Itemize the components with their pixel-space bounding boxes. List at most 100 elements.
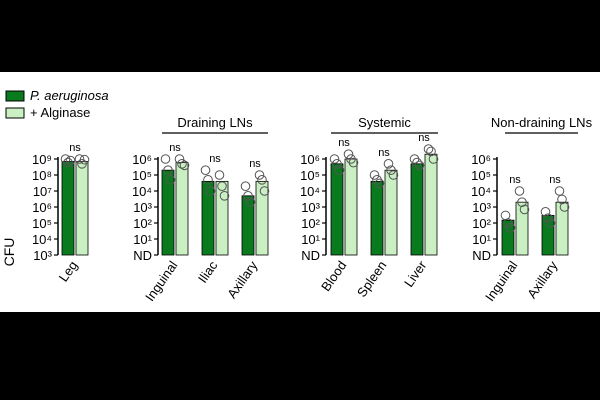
data-point xyxy=(386,165,396,175)
y-tick-label: 10⁴ xyxy=(300,184,320,199)
category-label: Inguinal xyxy=(482,258,520,304)
y-tick-label: 10⁵ xyxy=(471,168,491,183)
data-point xyxy=(217,181,227,191)
legend: P. aeruginosa + Alginase xyxy=(5,88,109,120)
significance-label: ns xyxy=(169,142,181,154)
y-tick-label: 10³ xyxy=(301,200,320,215)
panel-title: Systemic xyxy=(358,115,411,130)
bar-control xyxy=(201,180,215,256)
data-point xyxy=(165,175,176,185)
data-point xyxy=(348,157,359,168)
significance-label: ns xyxy=(509,174,521,186)
bar-control xyxy=(161,169,175,256)
data-point xyxy=(388,170,399,180)
bar-control xyxy=(541,214,555,256)
panel-title: Draining LNs xyxy=(177,115,253,130)
data-point xyxy=(243,191,253,201)
data-point xyxy=(414,160,425,171)
y-tick-label: 10³ xyxy=(33,248,52,263)
data-point xyxy=(412,157,422,168)
data-point xyxy=(505,223,516,233)
figure-panel: P. aeruginosa + Alginase CFU 10³ 10⁴ 10⁵ 10… xyxy=(0,72,600,312)
y-tick-label: 10² xyxy=(301,216,320,231)
category-label: Axillary xyxy=(224,258,261,301)
data-point xyxy=(543,213,553,223)
legend-swatch-alginase xyxy=(5,107,25,119)
data-point xyxy=(334,165,345,175)
bar-alginase xyxy=(384,169,398,256)
y-tick-label: ND xyxy=(301,248,320,263)
data-point xyxy=(374,178,385,189)
y-tick-label: 10⁶ xyxy=(300,152,320,167)
data-point xyxy=(254,170,265,180)
data-point xyxy=(74,154,85,164)
data-point xyxy=(245,197,256,207)
data-point xyxy=(503,218,513,228)
category-label: Leg xyxy=(56,258,81,284)
bar-alginase xyxy=(75,161,89,256)
y-tick-label: 10⁸ xyxy=(32,168,52,183)
data-point xyxy=(332,159,342,169)
legend-label-alginase: + Alginase xyxy=(30,105,90,120)
significance-label: ns xyxy=(549,174,561,186)
category-label: Liver xyxy=(401,258,430,290)
data-point xyxy=(200,165,211,175)
y-tick-label: 10⁶ xyxy=(132,152,152,167)
bar-control xyxy=(410,163,424,256)
bar-control xyxy=(370,180,384,256)
data-point xyxy=(177,159,187,169)
significance-label: ns xyxy=(69,142,81,154)
data-point xyxy=(79,154,90,165)
significance-label: ns xyxy=(249,158,261,170)
bar-chart-figure: P. aeruginosa + Alginase CFU 10³10⁴10⁵10… xyxy=(1,88,593,304)
y-tick-label: 10⁶ xyxy=(471,152,491,167)
y-tick-label: 10³ xyxy=(472,200,491,215)
y-tick-label: 10⁹ xyxy=(32,152,52,167)
data-point xyxy=(369,170,380,180)
significance-label: ns xyxy=(378,147,390,159)
bar-alginase xyxy=(424,153,438,256)
data-point xyxy=(240,181,251,191)
bar-control xyxy=(61,161,75,256)
y-tick-label: 10⁵ xyxy=(132,168,152,183)
data-point xyxy=(259,186,270,196)
data-point xyxy=(163,165,173,175)
y-tick-label: ND xyxy=(472,248,491,263)
y-tick-label: 10⁴ xyxy=(32,232,52,247)
panel-title: Non-draining LNs xyxy=(491,115,593,130)
category-label: Blood xyxy=(318,258,349,294)
data-point xyxy=(65,155,76,166)
data-point xyxy=(540,207,551,217)
y-tick-label: ND xyxy=(133,248,152,263)
data-point xyxy=(214,170,225,180)
y-tick-label: 10⁴ xyxy=(132,184,152,199)
y-tick-label: 10¹ xyxy=(133,232,152,247)
bar-alginase xyxy=(255,180,269,256)
category-label: Inguinal xyxy=(142,258,180,304)
data-point xyxy=(383,159,394,169)
legend-swatch-control xyxy=(5,90,25,102)
y-tick-label: 10⁷ xyxy=(33,184,52,199)
data-point xyxy=(219,191,230,201)
y-tick-label: 10⁶ xyxy=(32,200,52,215)
data-point xyxy=(174,154,185,164)
category-label: Spleen xyxy=(354,258,390,300)
data-point xyxy=(559,202,570,212)
category-label: Iliac xyxy=(195,258,221,286)
y-tick-label: 10⁵ xyxy=(32,216,52,231)
bar-control xyxy=(501,219,515,256)
data-point xyxy=(514,186,525,196)
data-point xyxy=(343,149,354,159)
y-tick-label: 10¹ xyxy=(472,232,491,247)
bar-alginase xyxy=(555,201,569,256)
data-point xyxy=(63,157,73,168)
data-point xyxy=(329,154,340,164)
data-point xyxy=(554,186,565,196)
data-point xyxy=(428,154,439,164)
y-tick-label: 10⁵ xyxy=(300,168,320,183)
bar-alginase xyxy=(344,158,358,256)
data-point xyxy=(517,197,527,207)
